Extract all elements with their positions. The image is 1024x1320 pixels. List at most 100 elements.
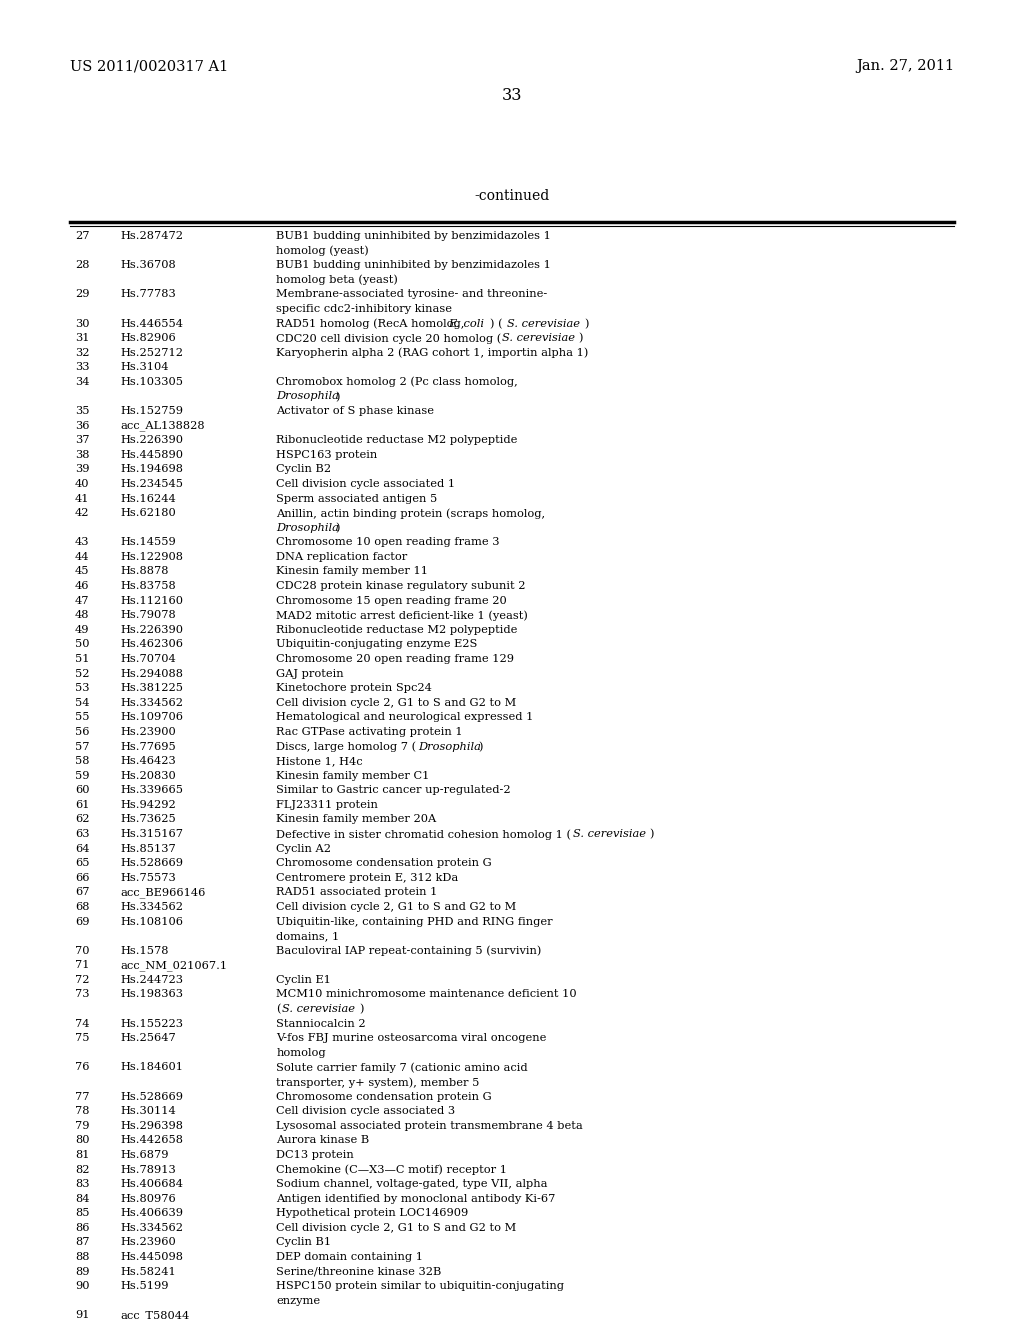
Text: 44: 44 bbox=[75, 552, 89, 562]
Text: Hs.462306: Hs.462306 bbox=[121, 639, 184, 649]
Text: homolog beta (yeast): homolog beta (yeast) bbox=[276, 275, 398, 285]
Text: Hs.334562: Hs.334562 bbox=[121, 698, 184, 708]
Text: 31: 31 bbox=[75, 333, 89, 343]
Text: 84: 84 bbox=[75, 1193, 89, 1204]
Text: S. cerevisiae: S. cerevisiae bbox=[508, 318, 581, 329]
Text: Hs.23960: Hs.23960 bbox=[121, 1237, 176, 1247]
Text: 68: 68 bbox=[75, 902, 89, 912]
Text: Hs.194698: Hs.194698 bbox=[121, 465, 184, 474]
Text: BUB1 budding uninhibited by benzimidazoles 1: BUB1 budding uninhibited by benzimidazol… bbox=[276, 260, 551, 271]
Text: DNA replication factor: DNA replication factor bbox=[276, 552, 408, 562]
Text: 28: 28 bbox=[75, 260, 89, 271]
Text: 78: 78 bbox=[75, 1106, 89, 1117]
Text: Hs.528669: Hs.528669 bbox=[121, 1092, 184, 1102]
Text: 87: 87 bbox=[75, 1237, 89, 1247]
Text: Hs.46423: Hs.46423 bbox=[121, 756, 176, 766]
Text: 38: 38 bbox=[75, 450, 89, 459]
Text: Hs.25647: Hs.25647 bbox=[121, 1034, 176, 1043]
Text: 62: 62 bbox=[75, 814, 89, 825]
Text: acc_T58044: acc_T58044 bbox=[121, 1311, 190, 1320]
Text: Jan. 27, 2011: Jan. 27, 2011 bbox=[856, 59, 954, 74]
Text: Rac GTPase activating protein 1: Rac GTPase activating protein 1 bbox=[276, 727, 463, 737]
Text: 80: 80 bbox=[75, 1135, 89, 1146]
Text: acc_BE966146: acc_BE966146 bbox=[121, 887, 206, 898]
Text: Hs.287472: Hs.287472 bbox=[121, 231, 184, 242]
Text: S. cerevisiae: S. cerevisiae bbox=[283, 1005, 355, 1014]
Text: 76: 76 bbox=[75, 1063, 89, 1072]
Text: 55: 55 bbox=[75, 713, 89, 722]
Text: 46: 46 bbox=[75, 581, 89, 591]
Text: 67: 67 bbox=[75, 887, 89, 898]
Text: 39: 39 bbox=[75, 465, 89, 474]
Text: ): ) bbox=[579, 333, 583, 343]
Text: 33: 33 bbox=[502, 87, 522, 104]
Text: MAD2 mitotic arrest deficient-like 1 (yeast): MAD2 mitotic arrest deficient-like 1 (ye… bbox=[276, 610, 528, 620]
Text: Hs.70704: Hs.70704 bbox=[121, 653, 176, 664]
Text: Hs.94292: Hs.94292 bbox=[121, 800, 176, 810]
Text: Drosophila: Drosophila bbox=[419, 742, 481, 751]
Text: Kinesin family member C1: Kinesin family member C1 bbox=[276, 771, 430, 780]
Text: Cyclin B1: Cyclin B1 bbox=[276, 1237, 332, 1247]
Text: Activator of S phase kinase: Activator of S phase kinase bbox=[276, 407, 434, 416]
Text: Hematological and neurological expressed 1: Hematological and neurological expressed… bbox=[276, 713, 534, 722]
Text: Hs.184601: Hs.184601 bbox=[121, 1063, 184, 1072]
Text: Hs.3104: Hs.3104 bbox=[121, 362, 169, 372]
Text: Drosophila: Drosophila bbox=[276, 523, 339, 533]
Text: Kinesin family member 20A: Kinesin family member 20A bbox=[276, 814, 436, 825]
Text: 64: 64 bbox=[75, 843, 89, 854]
Text: Hs.75573: Hs.75573 bbox=[121, 873, 176, 883]
Text: Hs.23900: Hs.23900 bbox=[121, 727, 176, 737]
Text: ): ) bbox=[336, 392, 340, 401]
Text: 91: 91 bbox=[75, 1311, 89, 1320]
Text: 77: 77 bbox=[75, 1092, 89, 1102]
Text: Chromosome 20 open reading frame 129: Chromosome 20 open reading frame 129 bbox=[276, 653, 514, 664]
Text: Hs.62180: Hs.62180 bbox=[121, 508, 176, 519]
Text: domains, 1: domains, 1 bbox=[276, 931, 340, 941]
Text: 37: 37 bbox=[75, 436, 89, 445]
Text: Hs.226390: Hs.226390 bbox=[121, 436, 184, 445]
Text: Hs.73625: Hs.73625 bbox=[121, 814, 176, 825]
Text: S. cerevisiae: S. cerevisiae bbox=[502, 333, 574, 343]
Text: US 2011/0020317 A1: US 2011/0020317 A1 bbox=[70, 59, 228, 74]
Text: Centromere protein E, 312 kDa: Centromere protein E, 312 kDa bbox=[276, 873, 459, 883]
Text: Hs.77695: Hs.77695 bbox=[121, 742, 176, 751]
Text: Hs.58241: Hs.58241 bbox=[121, 1267, 176, 1276]
Text: Cyclin A2: Cyclin A2 bbox=[276, 843, 332, 854]
Text: 69: 69 bbox=[75, 916, 89, 927]
Text: 89: 89 bbox=[75, 1267, 89, 1276]
Text: Hs.78913: Hs.78913 bbox=[121, 1164, 176, 1175]
Text: Cyclin E1: Cyclin E1 bbox=[276, 975, 332, 985]
Text: 85: 85 bbox=[75, 1208, 89, 1218]
Text: 66: 66 bbox=[75, 873, 89, 883]
Text: 72: 72 bbox=[75, 975, 89, 985]
Text: S. cerevisiae: S. cerevisiae bbox=[572, 829, 645, 840]
Text: Ribonucleotide reductase M2 polypeptide: Ribonucleotide reductase M2 polypeptide bbox=[276, 436, 518, 445]
Text: Cell division cycle associated 1: Cell division cycle associated 1 bbox=[276, 479, 456, 488]
Text: 52: 52 bbox=[75, 669, 89, 678]
Text: 42: 42 bbox=[75, 508, 89, 519]
Text: Hs.334562: Hs.334562 bbox=[121, 1222, 184, 1233]
Text: homolog (yeast): homolog (yeast) bbox=[276, 246, 370, 256]
Text: Cyclin B2: Cyclin B2 bbox=[276, 465, 332, 474]
Text: Hs.6879: Hs.6879 bbox=[121, 1150, 169, 1160]
Text: Cell division cycle 2, G1 to S and G2 to M: Cell division cycle 2, G1 to S and G2 to… bbox=[276, 1222, 517, 1233]
Text: Hs.82906: Hs.82906 bbox=[121, 333, 176, 343]
Text: HSPC150 protein similar to ubiquitin-conjugating: HSPC150 protein similar to ubiquitin-con… bbox=[276, 1282, 564, 1291]
Text: 61: 61 bbox=[75, 800, 89, 810]
Text: 65: 65 bbox=[75, 858, 89, 869]
Text: Hs.446554: Hs.446554 bbox=[121, 318, 184, 329]
Text: Hs.109706: Hs.109706 bbox=[121, 713, 184, 722]
Text: 27: 27 bbox=[75, 231, 89, 242]
Text: 86: 86 bbox=[75, 1222, 89, 1233]
Text: Drosophila: Drosophila bbox=[276, 392, 339, 401]
Text: Hs.381225: Hs.381225 bbox=[121, 684, 184, 693]
Text: Lysosomal associated protein transmembrane 4 beta: Lysosomal associated protein transmembra… bbox=[276, 1121, 584, 1131]
Text: Antigen identified by monoclonal antibody Ki-67: Antigen identified by monoclonal antibod… bbox=[276, 1193, 556, 1204]
Text: Kinesin family member 11: Kinesin family member 11 bbox=[276, 566, 428, 577]
Text: 53: 53 bbox=[75, 684, 89, 693]
Text: Chromosome 15 open reading frame 20: Chromosome 15 open reading frame 20 bbox=[276, 595, 507, 606]
Text: transporter, y+ system), member 5: transporter, y+ system), member 5 bbox=[276, 1077, 480, 1088]
Text: V-fos FBJ murine osteosarcoma viral oncogene: V-fos FBJ murine osteosarcoma viral onco… bbox=[276, 1034, 547, 1043]
Text: 58: 58 bbox=[75, 756, 89, 766]
Text: Hs.226390: Hs.226390 bbox=[121, 624, 184, 635]
